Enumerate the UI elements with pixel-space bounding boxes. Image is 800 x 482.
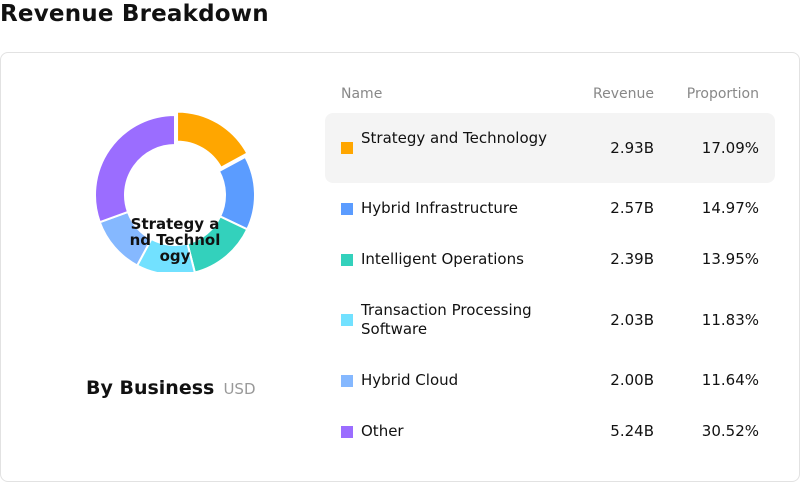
row-name: Strategy and Technology [361, 129, 548, 147]
legend-swatch [341, 254, 353, 266]
row-proportion: 30.52% [701, 422, 759, 440]
row-proportion: 17.09% [701, 139, 759, 157]
table-row[interactable]: Strategy and Technology 2.93B 17.09% [325, 113, 775, 183]
donut-slice-intelligent-operations[interactable] [186, 215, 249, 272]
row-name: Hybrid Infrastructure [361, 199, 518, 217]
row-name: Transaction Processing Software [361, 301, 532, 338]
donut-slice-strategy-and-technology[interactable] [176, 110, 249, 170]
donut-center-label: Strategy and Technology [129, 215, 221, 265]
row-revenue: 2.93B [610, 139, 654, 157]
row-revenue: 2.39B [610, 250, 654, 268]
donut-svg [94, 110, 256, 272]
caption-unit: USD [223, 380, 256, 398]
table-row[interactable]: Transaction Processing Software 2.03B 11.8… [325, 285, 775, 355]
legend-swatch [341, 142, 353, 154]
legend-swatch [341, 375, 353, 387]
row-revenue: 2.03B [610, 311, 654, 329]
page-title: Revenue Breakdown [0, 1, 269, 27]
table-row[interactable]: Intelligent Operations 2.39B 13.95% [325, 234, 775, 285]
donut-chart [94, 102, 256, 272]
row-proportion: 11.83% [701, 311, 759, 329]
row-name: Intelligent Operations [361, 250, 524, 268]
column-header-name[interactable]: Name [341, 86, 383, 102]
table-row[interactable]: Other 5.24B 30.52% [325, 406, 775, 457]
donut-slice-other[interactable] [94, 113, 176, 224]
caption-title: By Business [86, 377, 215, 399]
row-name: Other [361, 422, 404, 440]
table-row[interactable]: Hybrid Cloud 2.00B 11.64% [325, 355, 775, 406]
table-row[interactable]: Hybrid Infrastructure 2.57B 14.97% [325, 183, 775, 234]
row-revenue: 5.24B [610, 422, 654, 440]
row-name: Hybrid Cloud [361, 371, 459, 389]
column-header-proportion[interactable]: Proportion [686, 86, 759, 102]
legend-swatch [341, 314, 353, 326]
legend-swatch [341, 426, 353, 438]
row-proportion: 14.97% [701, 199, 759, 217]
chart-caption: By Business USD [86, 377, 256, 399]
row-revenue: 2.57B [610, 199, 654, 217]
row-proportion: 11.64% [701, 371, 759, 389]
row-proportion: 13.95% [701, 250, 759, 268]
column-header-revenue[interactable]: Revenue [593, 86, 654, 102]
row-revenue: 2.00B [610, 371, 654, 389]
legend-swatch [341, 203, 353, 215]
